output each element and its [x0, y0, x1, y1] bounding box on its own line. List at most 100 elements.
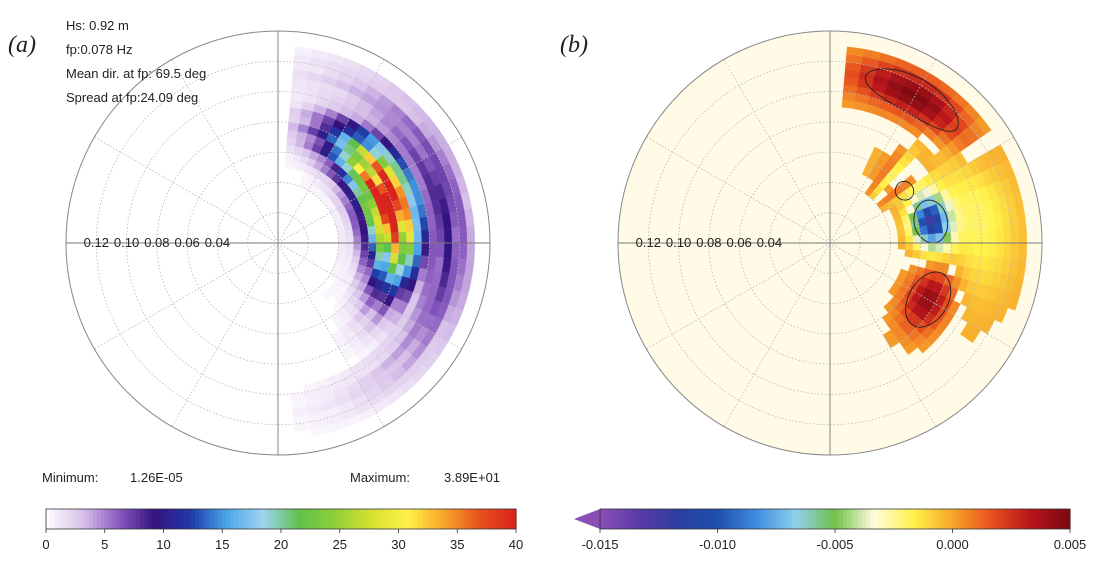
b-spoke-60 [829, 136, 1014, 244]
b-colorbar-swatch [976, 509, 981, 529]
b-spectrum-cell [949, 253, 959, 266]
b-spectrum-cell [905, 242, 914, 251]
a-colorbar-swatch [378, 509, 384, 529]
b-spectrum-cell [995, 227, 1005, 244]
b-colorbar-swatch [1050, 509, 1055, 529]
a-spectrum-cell [293, 421, 312, 432]
b-spectrum-cell [980, 242, 990, 258]
b-colorbar-swatch [776, 509, 781, 529]
a-spectrum-cell [406, 230, 415, 244]
b-contour-line-2 [913, 199, 949, 244]
a-colorbar-swatch [445, 509, 451, 529]
a-colorbar-swatch [96, 509, 102, 529]
a-colorbar-swatch [488, 509, 494, 529]
b-colorbar-swatch [741, 509, 746, 529]
a-spectrum-cell [337, 230, 347, 238]
b-colorbar-swatch [1003, 509, 1008, 529]
b-colorbar-swatch [768, 509, 773, 529]
a-colorbar-swatch [241, 509, 247, 529]
a-colorbar-swatch [183, 509, 188, 529]
b-colorbar-swatch [803, 509, 809, 529]
a-colorbar-swatch [112, 509, 118, 529]
a-colorbar-swatch [190, 509, 196, 529]
b-colorbar-swatch [709, 509, 715, 529]
a-colorbar-swatch [175, 509, 180, 529]
b-spectrum-cell [911, 250, 921, 259]
b-colorbar-swatch [1007, 509, 1012, 529]
b-colorbar-swatch [603, 509, 609, 529]
b-colorbar-swatch [952, 509, 958, 529]
a-colorbar-swatch [422, 509, 427, 529]
b-spectrum-cell [926, 251, 936, 262]
b-colorbar-swatch [999, 509, 1005, 529]
a-colorbar-swatch [441, 509, 447, 529]
a-spectrum-cell [368, 242, 377, 252]
b-spectrum-cell [1007, 291, 1021, 311]
a-colorbar-swatch [371, 509, 376, 529]
a-colorbar-swatch [257, 509, 263, 529]
a-colorbar-swatch [163, 509, 169, 529]
a-colorbar-swatch [85, 509, 90, 529]
a-colorbar-swatch [304, 509, 310, 529]
a-colorbar-swatch [331, 509, 337, 529]
b-spectrum-cell [934, 223, 944, 234]
b-colorbar-swatch [968, 509, 973, 529]
b-colorbar-swatch [772, 509, 777, 529]
b-colorbar-swatch [721, 509, 726, 529]
a-spoke-210 [171, 242, 279, 427]
b-colorbar-swatch [850, 509, 856, 529]
a-colorbar-swatch [65, 509, 71, 529]
a-radial-label-3: 0.06 [174, 235, 199, 250]
a-spectrum-cell [397, 220, 407, 233]
a-colorbar-swatch [461, 509, 466, 529]
b-colorbar-swatch [874, 509, 879, 529]
b-spectrum-cell [965, 230, 975, 244]
a-colorbar-swatch [418, 509, 423, 529]
b-colorbar-swatch [866, 509, 871, 529]
a-colorbar-swatch [500, 509, 505, 529]
a-spectrum-cell [421, 229, 430, 244]
b-spectrum-cell [1018, 242, 1028, 261]
b-spectrum-cell [904, 249, 914, 258]
a-spectrum-cell [436, 228, 445, 244]
b-colorbar-swatch [600, 509, 605, 529]
b-colorbar-swatch [654, 509, 660, 529]
a-spectrum-cell [466, 225, 476, 244]
a-spectrum-cell [342, 348, 357, 362]
a-colorbar-swatch [429, 509, 435, 529]
b-colorbar-swatch [870, 509, 875, 529]
a-spectrum-cell [451, 227, 460, 244]
b-spectrum-cell [905, 235, 914, 244]
a-spectrum-cell [389, 221, 399, 234]
a-colorbar-swatch [132, 509, 137, 529]
a-spectrum-cell [428, 228, 438, 244]
b-colorbar-swatch [1023, 509, 1028, 529]
a-spectrum-cell [443, 242, 453, 259]
b-spoke-300 [646, 136, 831, 244]
a-colorbar-swatch [128, 509, 133, 529]
b-colorbar-swatch [690, 509, 695, 529]
a-spoke-60 [277, 136, 462, 244]
a-colorbar-swatch [226, 509, 231, 529]
b-colorbar-swatch [717, 509, 723, 529]
b-spectrum-cell [1010, 226, 1020, 244]
panel-b-radial-labels: 0.12 0.10 0.08 0.06 0.04 [636, 235, 782, 250]
b-colorbar-swatch [1019, 509, 1024, 529]
a-colorbar-swatch [410, 509, 415, 529]
a-spoke-330 [171, 59, 279, 244]
b-spectrum-cell [949, 220, 959, 233]
b-colorbar-swatch [964, 509, 969, 529]
a-spectrum-cell [421, 242, 430, 257]
a-colorbar-swatch [390, 509, 396, 529]
a-spectrum-cell [458, 226, 468, 244]
b-colorbar-swatch [991, 509, 997, 529]
a-colorbar-swatch [81, 509, 86, 529]
b-colorbar-swatch [733, 509, 738, 529]
panel-a-polar-grid [65, 30, 491, 456]
b-colorbar-swatch [791, 509, 797, 529]
b-spectrum-cell [950, 231, 959, 244]
b-colorbar-swatch [807, 509, 813, 529]
b-colorbar-swatch [885, 509, 891, 529]
minimum-label: Minimum: [42, 470, 98, 485]
b-spectrum-cell [965, 242, 975, 256]
